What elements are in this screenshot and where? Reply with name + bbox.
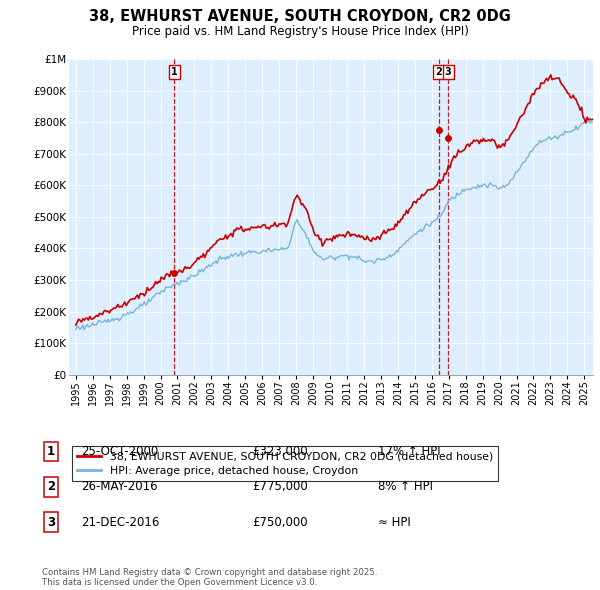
Text: £750,000: £750,000 [252, 516, 308, 529]
Text: 1: 1 [171, 67, 178, 77]
Text: 3: 3 [445, 67, 452, 77]
Text: 1: 1 [47, 445, 55, 458]
Text: ≈ HPI: ≈ HPI [378, 516, 411, 529]
Text: Price paid vs. HM Land Registry's House Price Index (HPI): Price paid vs. HM Land Registry's House … [131, 25, 469, 38]
Text: 26-MAY-2016: 26-MAY-2016 [81, 480, 158, 493]
Text: 3: 3 [47, 516, 55, 529]
Text: 17% ↑ HPI: 17% ↑ HPI [378, 445, 440, 458]
Text: £323,000: £323,000 [252, 445, 308, 458]
Text: £775,000: £775,000 [252, 480, 308, 493]
Text: 38, EWHURST AVENUE, SOUTH CROYDON, CR2 0DG: 38, EWHURST AVENUE, SOUTH CROYDON, CR2 0… [89, 9, 511, 24]
Legend: 38, EWHURST AVENUE, SOUTH CROYDON, CR2 0DG (detached house), HPI: Average price,: 38, EWHURST AVENUE, SOUTH CROYDON, CR2 0… [72, 447, 499, 481]
Text: 8% ↑ HPI: 8% ↑ HPI [378, 480, 433, 493]
Text: 21-DEC-2016: 21-DEC-2016 [81, 516, 160, 529]
Text: 2: 2 [47, 480, 55, 493]
Text: 25-OCT-2000: 25-OCT-2000 [81, 445, 158, 458]
Text: Contains HM Land Registry data © Crown copyright and database right 2025.
This d: Contains HM Land Registry data © Crown c… [42, 568, 377, 587]
Text: 2: 2 [435, 67, 442, 77]
